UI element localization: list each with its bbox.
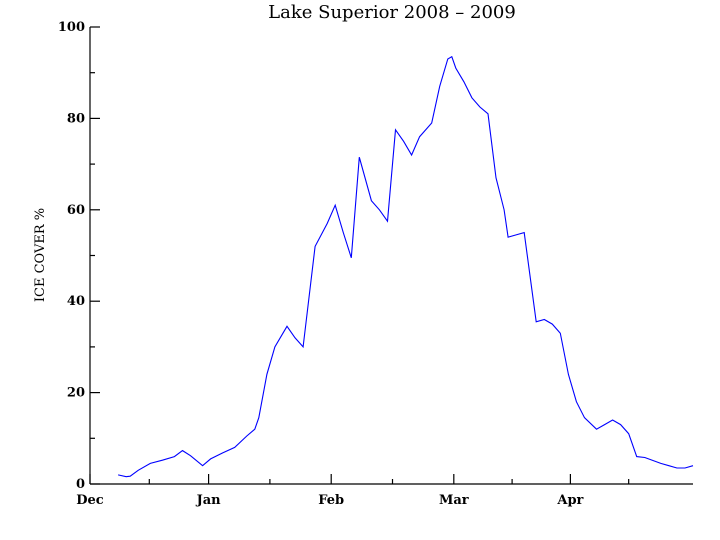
x-tick-label: Dec [76, 493, 104, 508]
y-tick-label: 80 [67, 111, 85, 126]
y-tick-label: 60 [67, 203, 85, 218]
y-axis-label: ICE COVER % [33, 208, 48, 302]
y-ticks: 0 20 40 60 80 100 [58, 20, 100, 492]
plot-area [117, 55, 694, 478]
x-tick-label: Mar [439, 493, 469, 508]
y-tick-label: 20 [67, 386, 85, 401]
chart-title: Lake Superior 2008 – 2009 [268, 2, 516, 23]
ice-cover-series-line [117, 55, 694, 478]
y-tick-label: 40 [67, 294, 85, 309]
x-tick-label: Feb [318, 493, 344, 508]
x-tick-label: Jan [196, 493, 222, 508]
y-tick-label: 0 [76, 477, 85, 492]
x-tick-label: Apr [556, 493, 583, 508]
y-tick-label: 100 [58, 20, 85, 35]
x-ticks: Dec Jan Feb Mar Apr [76, 474, 630, 508]
axes [89, 27, 693, 485]
